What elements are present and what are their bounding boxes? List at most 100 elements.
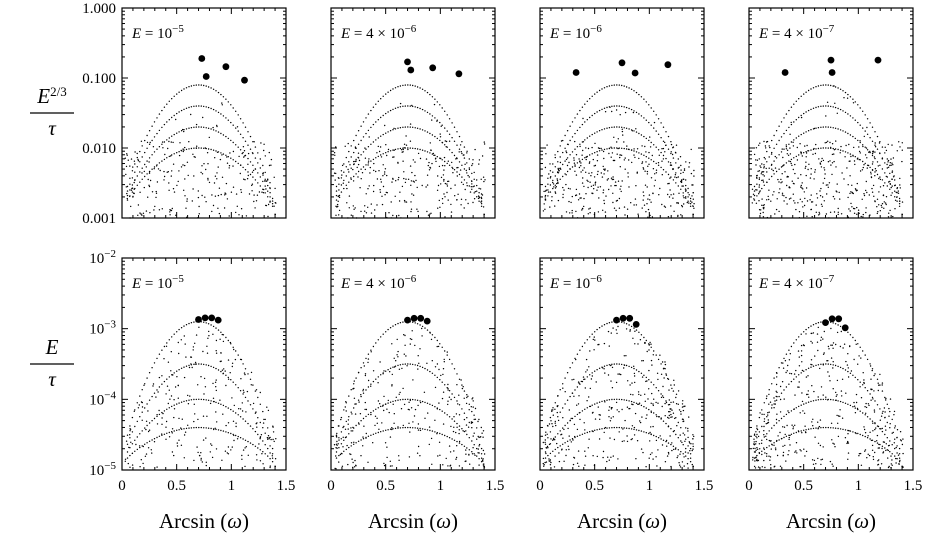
eigenvalue-point: [224, 450, 227, 452]
eigenvalue-point: [200, 84, 202, 86]
eigenvalue-point: [683, 465, 685, 467]
eigenvalue-point: [832, 442, 834, 444]
eigenvalue-point: [544, 190, 547, 192]
eigenvalue-point: [168, 339, 170, 341]
eigenvalue-point: [237, 162, 239, 165]
eigenvalue-point: [667, 442, 670, 444]
eigenvalue-point: [675, 417, 677, 419]
eigenvalue-point: [661, 405, 663, 408]
eigenvalue-point: [259, 391, 261, 394]
eigenvalue-point: [392, 149, 394, 151]
eigenvalue-point: [438, 165, 441, 168]
eigenvalue-point: [341, 174, 343, 176]
eigenvalue-point: [603, 427, 606, 430]
eigenvalue-point: [437, 207, 439, 209]
eigenvalue-point: [222, 153, 225, 155]
eigenvalue-point: [402, 148, 404, 151]
eigenvalue-point: [832, 85, 834, 87]
eigenvalue-point: [161, 141, 164, 143]
eigenvalue-point: [667, 193, 669, 196]
eigenvalue-point: [251, 183, 254, 185]
eigenvalue-point: [249, 442, 252, 444]
eigenvalue-point: [386, 154, 388, 157]
eigenvalue-point: [208, 335, 210, 337]
eigenvalue-point: [872, 430, 874, 432]
eigenvalue-point: [161, 433, 163, 435]
eigenvalue-point: [471, 163, 474, 165]
eigenvalue-point: [169, 398, 171, 400]
eigenvalue-point: [230, 139, 232, 142]
eigenvalue-point: [836, 331, 839, 334]
eigenvalue-point: [360, 367, 362, 369]
eigenvalue-point: [785, 129, 788, 132]
y-tick-label: 10−3: [89, 319, 116, 338]
eigenvalue-point: [876, 135, 879, 138]
eigenvalue-point: [871, 154, 874, 157]
eigenvalue-point: [594, 142, 596, 145]
eigenvalue-point: [630, 129, 633, 131]
eigenvalue-point: [161, 434, 163, 436]
eigenvalue-point: [657, 358, 660, 361]
eigenvalue-point: [568, 409, 570, 411]
eigenvalue-point: [554, 436, 556, 438]
eigenvalue-point: [456, 144, 458, 146]
eigenvalue-point: [877, 460, 879, 462]
eigenvalue-point: [129, 217, 131, 219]
eigenvalue-point: [589, 431, 591, 433]
eigenvalue-point: [424, 150, 426, 152]
eigenvalue-point: [901, 160, 903, 163]
eigenvalue-point: [577, 403, 580, 405]
eigenvalue-point: [869, 137, 871, 139]
eigenvalue-point: [785, 371, 787, 374]
eigenvalue-point: [156, 164, 158, 166]
eigenvalue-point: [816, 341, 819, 343]
eigenvalue-point: [152, 385, 154, 387]
eigenvalue-point: [557, 171, 559, 173]
eigenvalue-point: [129, 428, 131, 430]
eigenvalue-point: [562, 196, 564, 199]
eigenvalue-point: [899, 187, 901, 189]
eigenvalue-point: [141, 406, 144, 408]
eigenvalue-point: [655, 354, 657, 356]
eigenvalue-point: [755, 435, 757, 438]
eigenvalue-point: [152, 146, 155, 148]
eigenvalue-point: [365, 389, 367, 391]
eigenvalue-point: [183, 428, 185, 430]
eigenvalue-point: [370, 383, 372, 385]
eigenvalue-point: [856, 182, 858, 185]
eigenvalue-point: [797, 202, 799, 204]
eigenvalue-point: [757, 435, 760, 438]
eigenvalue-point: [881, 179, 884, 181]
highlighted-eigenvalue-point: [827, 56, 835, 64]
eigenvalue-point: [390, 217, 392, 219]
eigenvalue-point: [656, 465, 658, 467]
eigenvalue-point: [136, 420, 138, 423]
eigenvalue-point: [355, 403, 357, 405]
eigenvalue-point: [823, 167, 825, 169]
eigenvalue-point: [179, 142, 181, 144]
eigenvalue-point: [589, 387, 591, 390]
eigenvalue-point: [243, 178, 245, 180]
eigenvalue-point: [416, 364, 419, 367]
eigenvalue-point: [616, 363, 618, 365]
eigenvalue-point: [136, 152, 138, 155]
eigenvalue-point: [665, 157, 667, 160]
eigenvalue-point: [262, 427, 264, 429]
eigenvalue-point: [571, 166, 574, 168]
eigenvalue-point: [192, 346, 195, 348]
eigenvalue-point: [131, 416, 134, 419]
eigenvalue-point: [830, 327, 832, 330]
eigenvalue-point: [411, 193, 413, 195]
eigenvalue-point: [161, 349, 163, 351]
eigenvalue-point: [798, 98, 800, 100]
eigenvalue-point: [594, 331, 596, 333]
eigenvalue-point: [245, 215, 248, 217]
eigenvalue-point: [252, 176, 254, 178]
eigenvalue-point: [404, 334, 406, 337]
eigenvalue-point: [563, 189, 565, 191]
eigenvalue-point: [884, 202, 887, 204]
eigenvalue-point: [588, 172, 590, 174]
eigenvalue-point: [628, 400, 630, 402]
eigenvalue-point: [410, 208, 413, 210]
eigenvalue-point: [203, 84, 205, 87]
